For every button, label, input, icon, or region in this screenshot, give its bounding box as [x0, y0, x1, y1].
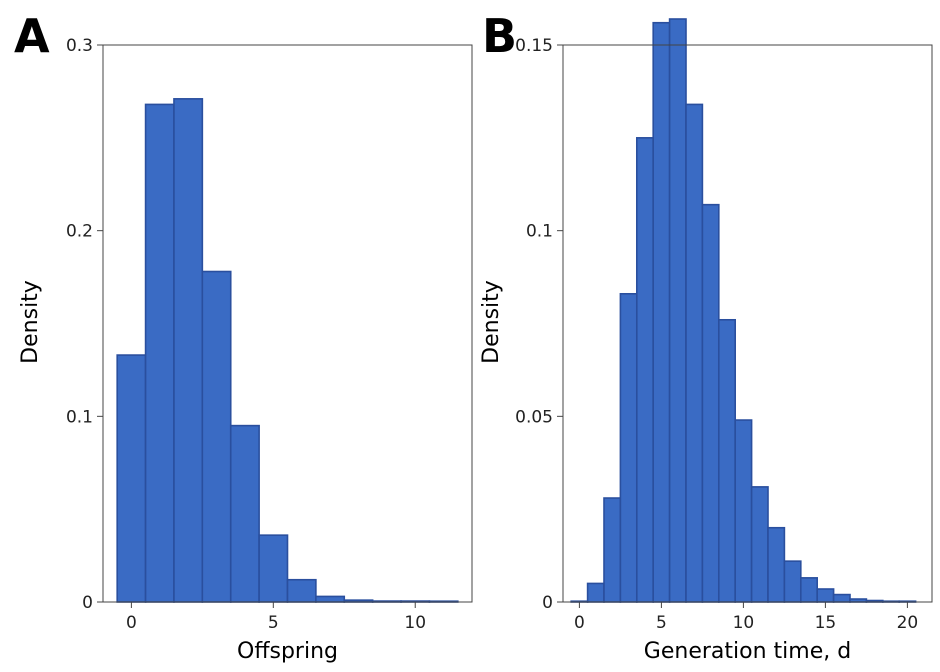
panel-a-x-tick-label-0: 0 — [126, 613, 137, 633]
panel-a-bar-4 — [229, 424, 260, 603]
panel-b-x-axis-label: Generation time, d — [644, 639, 851, 664]
panel-b-bar-15 — [816, 588, 835, 603]
panel-a-bar-5 — [258, 534, 289, 603]
panel-b-x-tick-label-4: 20 — [897, 613, 919, 633]
panel-a-y-tick-label-2: 0.2 — [66, 222, 93, 242]
panel-b-bar-1 — [586, 582, 605, 603]
panel-b-x-tick-label-3: 15 — [815, 613, 837, 633]
panel-b-x-tick-label-2: 10 — [733, 613, 755, 633]
panel-a-y-axis-label: Density — [18, 280, 43, 364]
panel-b-bar-11 — [750, 486, 769, 603]
panel-b-bar-5 — [652, 21, 671, 603]
panel-b-y-axis-label: Density — [479, 280, 504, 364]
panel-a-y-tick-label-1: 0.1 — [66, 407, 93, 427]
panel-a-x-tick-label-2: 10 — [404, 613, 426, 633]
panel-b-bar-7 — [685, 103, 704, 603]
panel-a-y-tick-label-0: 0 — [82, 593, 93, 613]
panel-a-x-axis-label: Offspring — [237, 639, 338, 664]
panel-a-bar-3 — [201, 270, 232, 603]
panel-a-x-tick-label-1: 5 — [268, 613, 279, 633]
panel-b-bar-14 — [799, 577, 818, 603]
panel-b-y-tick-label-3: 0.15 — [515, 36, 553, 56]
panel-a-plot-frame — [102, 44, 473, 603]
panel-b-bar-10 — [734, 419, 753, 603]
panel-b-bar-9 — [717, 318, 736, 603]
panel-b-bar-2 — [603, 497, 622, 603]
panel-b-x-tick-label-1: 5 — [656, 613, 667, 633]
panel-a-bar-2 — [173, 98, 204, 603]
panel-a-bar-1 — [144, 103, 175, 603]
panel-b-bar-4 — [635, 137, 654, 603]
panel-b-x-tick-label-0: 0 — [574, 613, 585, 633]
panel-a-letter: A — [14, 9, 50, 63]
panel-a-bar-6 — [286, 578, 317, 603]
panel-b-y-tick-label-0: 0 — [542, 593, 553, 613]
panel-b-plot-frame — [562, 44, 933, 603]
panel-b-bar-8 — [701, 203, 720, 603]
panel-b-bar-12 — [767, 526, 786, 603]
panel-a-bar-7 — [315, 595, 346, 603]
panel-b-bar-3 — [619, 292, 638, 603]
panel-a-y-tick-label-3: 0.3 — [66, 36, 93, 56]
panel-b-bar-16 — [832, 593, 851, 603]
panel-b-bar-6 — [668, 18, 687, 603]
panel-b-bar-13 — [783, 560, 802, 603]
panel-b-y-tick-label-2: 0.1 — [526, 222, 553, 242]
panel-b-y-tick-label-1: 0.05 — [515, 407, 553, 427]
panel-a-bar-0 — [116, 354, 147, 603]
panel-b-letter: B — [482, 9, 517, 63]
